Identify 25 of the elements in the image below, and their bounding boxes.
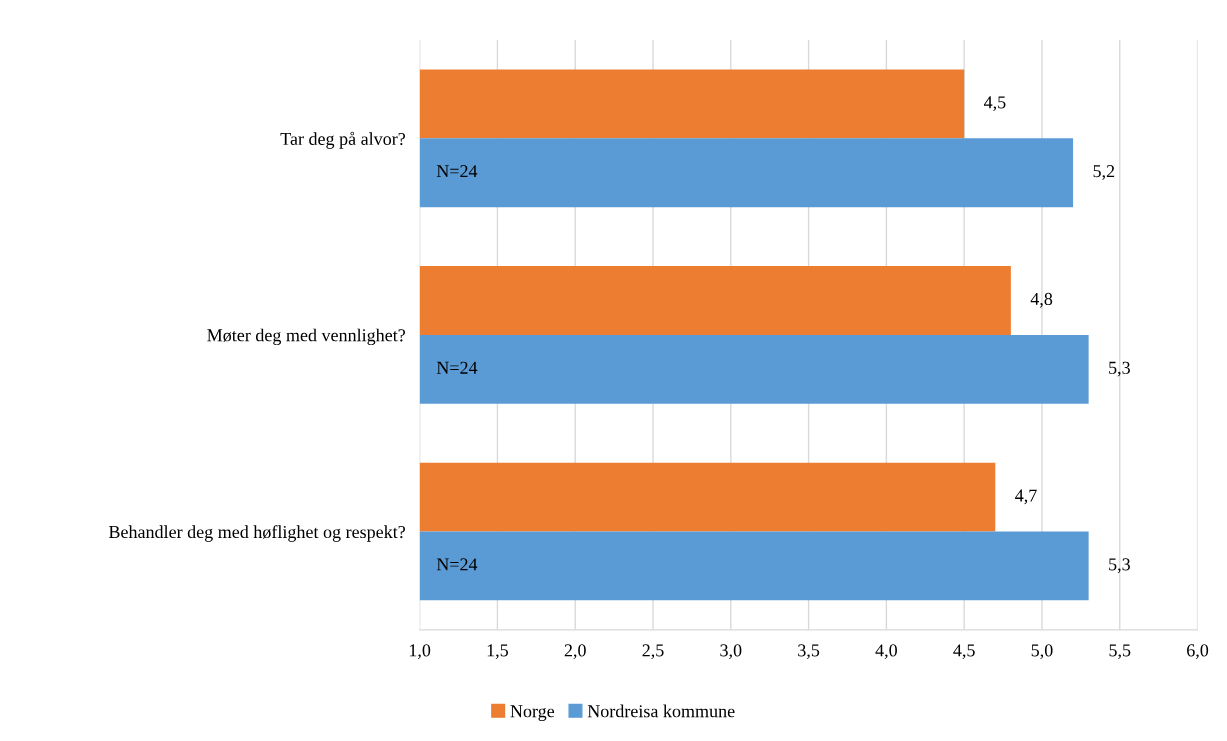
data-label: 5,2 bbox=[1093, 165, 1115, 180]
y-tick-label: Møter deg med vennlighet? bbox=[207, 328, 405, 346]
annotation: N=24 bbox=[436, 361, 478, 374]
annotation: N=24 bbox=[436, 165, 478, 178]
data-label: 5,3 bbox=[1109, 361, 1130, 377]
legend-label: Norge bbox=[510, 705, 555, 722]
x-tick-label: 3,0 bbox=[720, 644, 742, 660]
data-label: 4,7 bbox=[1015, 489, 1037, 505]
data-label: 4,5 bbox=[983, 96, 1006, 112]
data-label: 4,8 bbox=[1030, 292, 1053, 308]
x-tick-label: 5,0 bbox=[1031, 644, 1053, 660]
x-tick-label: 2,0 bbox=[564, 644, 586, 660]
data-label: 5,3 bbox=[1109, 558, 1130, 574]
x-tick-label: 1,5 bbox=[487, 644, 509, 660]
x-tick-label: 4,5 bbox=[953, 644, 975, 660]
x-tick-label: 1,0 bbox=[409, 644, 431, 660]
x-tick-label: 3,5 bbox=[798, 644, 820, 660]
legend-label: Nordreisa kommune bbox=[587, 704, 735, 718]
annotation: N=24 bbox=[436, 558, 478, 571]
x-tick-label: 4,0 bbox=[875, 644, 897, 660]
x-tick-label: 6,0 bbox=[1187, 644, 1209, 660]
y-tick-label: Behandler deg med høflighet og respekt? bbox=[108, 525, 405, 542]
x-tick-label: 2,5 bbox=[642, 644, 664, 660]
y-tick-label: Tar deg på alvor? bbox=[280, 131, 405, 149]
x-tick-label: 5,5 bbox=[1109, 644, 1131, 660]
